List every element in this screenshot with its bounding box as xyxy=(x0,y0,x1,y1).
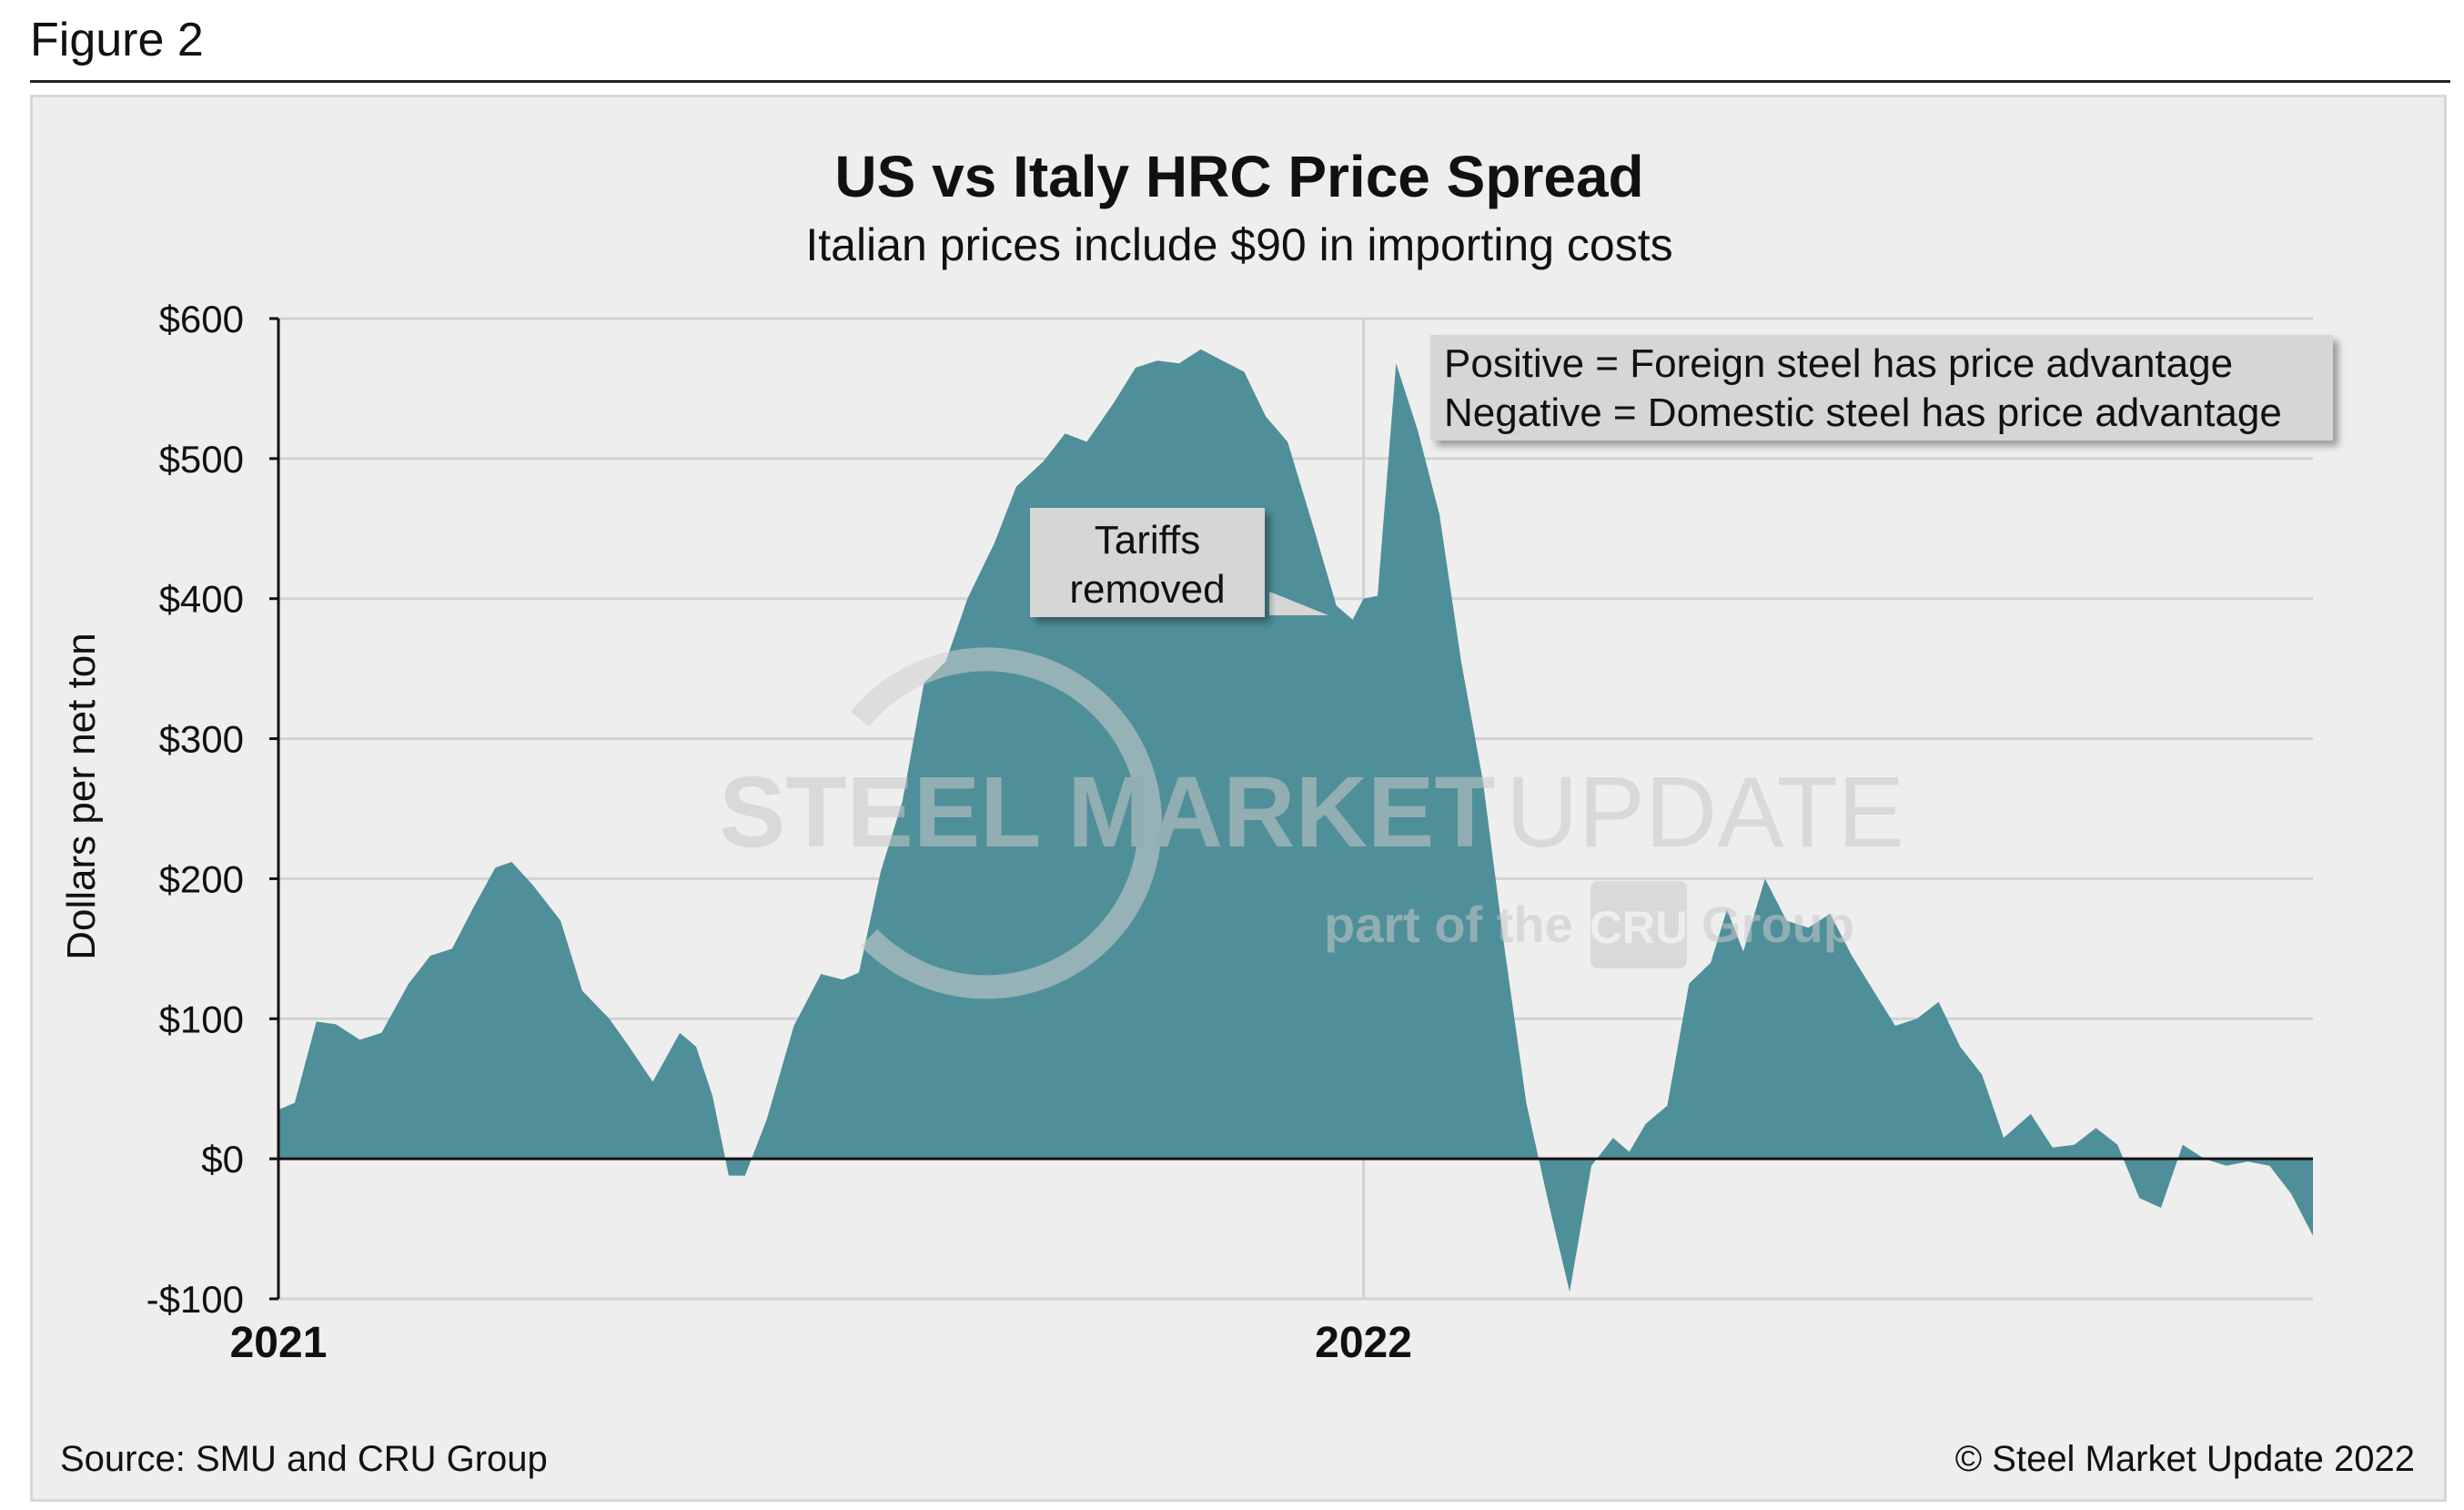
legend-box: Positive = Foreign steel has price advan… xyxy=(1430,335,2333,441)
y-tick-label: $0 xyxy=(201,1138,244,1181)
area-series xyxy=(278,349,2313,1292)
watermark-brand-right: UPDATE xyxy=(1506,756,1904,868)
watermark-brand-left: STEEL MARKET xyxy=(719,756,1496,868)
y-tick-label: $600 xyxy=(159,298,244,340)
watermark-tagline-right: Group xyxy=(1702,896,1854,953)
y-tick-label: $300 xyxy=(159,718,244,761)
y-tick-label: $200 xyxy=(159,857,244,900)
x-tick-labels: 2021 2022 xyxy=(230,1319,1412,1367)
chart-subtitle: Italian prices include $90 in importing … xyxy=(805,219,1672,270)
legend-box-background xyxy=(1430,335,2333,441)
axes xyxy=(269,317,2313,1301)
annotation-callout: Tariffs removed xyxy=(1030,508,1328,617)
watermark-tagline-left: part of the xyxy=(1324,896,1573,953)
legend-line-positive: Positive = Foreign steel has price advan… xyxy=(1444,341,2233,386)
source-note: Source: SMU and CRU Group xyxy=(60,1439,548,1479)
figure-label: Figure 2 xyxy=(30,14,204,66)
area-series-fill xyxy=(278,349,2313,1292)
annotation-box xyxy=(1030,508,1265,617)
watermark: STEEL MARKET UPDATE part of the CRU Grou… xyxy=(719,647,1904,999)
x-tick-label: 2022 xyxy=(1315,1319,1412,1367)
y-tick-label: $400 xyxy=(159,578,244,621)
legend-line-negative: Negative = Domestic steel has price adva… xyxy=(1444,390,2282,435)
watermark-cru-badge xyxy=(1590,881,1687,968)
annotation-line-2: removed xyxy=(1069,567,1225,612)
x-tick-label: 2021 xyxy=(230,1319,328,1367)
y-tick-label: $100 xyxy=(159,998,244,1040)
copyright-note: © Steel Market Update 2022 xyxy=(1955,1439,2415,1479)
chart-title: US vs Italy HRC Price Spread xyxy=(834,144,1643,209)
figure-rule xyxy=(30,80,2450,83)
y-tick-label: $500 xyxy=(159,438,244,481)
y-tick-label: -$100 xyxy=(146,1278,244,1321)
watermark-swoosh xyxy=(850,647,1162,999)
y-axis-label: Dollars per net ton xyxy=(59,633,104,960)
y-tick-labels: $600 $500 $400 $300 $200 $100 $0 -$100 xyxy=(146,298,244,1321)
annotation-pointer xyxy=(1269,592,1328,615)
annotation-line-1: Tariffs xyxy=(1095,518,1201,562)
watermark-cru-text: CRU xyxy=(1590,902,1688,953)
